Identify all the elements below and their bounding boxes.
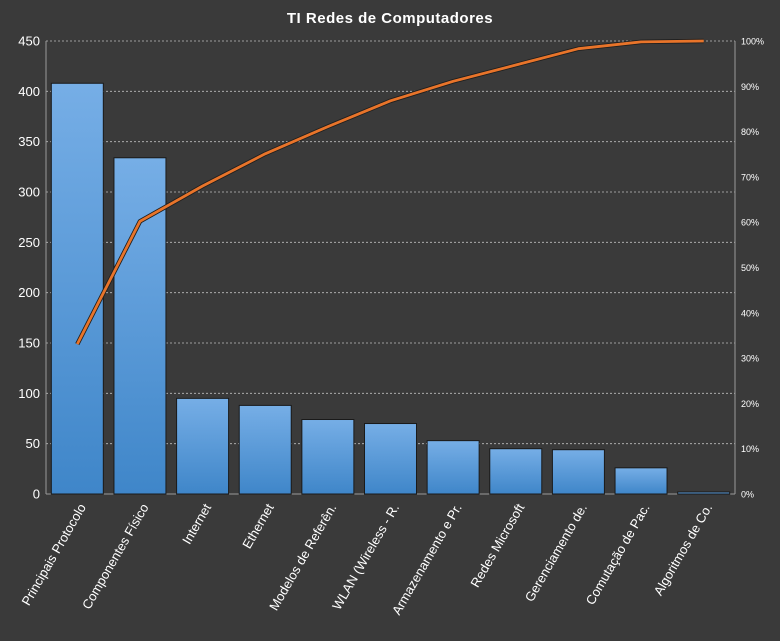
x-tick-label: Internet [179, 501, 214, 547]
x-tick-label: WLAN (Wireless - R. [329, 501, 402, 612]
y2-tick-label: 90% [741, 82, 759, 92]
x-tick-label: Redes Microsoft [467, 501, 527, 590]
y2-tick-label: 40% [741, 308, 759, 318]
bar [489, 448, 543, 495]
cumulative-line-layer [75, 38, 704, 346]
bar [364, 423, 417, 495]
y2-tick-label: 10% [741, 444, 759, 454]
y-tick-label: 50 [26, 436, 40, 451]
y2-tick-label: 0% [741, 490, 754, 500]
cumulative-line [76, 39, 704, 345]
x-tick-label: Componentes Físico [79, 501, 152, 612]
y2-tick-label: 70% [741, 172, 759, 182]
y-tick-label: 250 [18, 235, 40, 250]
y-tick-label: 450 [18, 34, 40, 49]
x-tick-label: Modelos de Referên. [266, 501, 339, 613]
bar [614, 467, 668, 495]
x-tick-label: Principais Protocolo [18, 501, 88, 608]
cumulative-line-shadow [75, 38, 704, 346]
x-tick-label: Armazenamento e Pr. [389, 501, 465, 617]
x-tick-label: Gerenciamento de. [522, 501, 590, 604]
y2-tick-label: 80% [741, 127, 759, 137]
bar [176, 397, 230, 495]
bar [113, 157, 167, 495]
bar [551, 449, 605, 495]
right-axis-ticks: 0% 10% 20% 30% 40% 50% 60% 70% 80% 90% 100% [741, 37, 764, 500]
y-tick-label: 400 [18, 84, 40, 99]
bar [238, 404, 292, 495]
grid-layer [45, 40, 736, 495]
bar-layer [50, 82, 731, 495]
y2-tick-label: 20% [741, 399, 759, 409]
y-tick-label: 150 [18, 336, 40, 351]
y-tick-label: 300 [18, 185, 40, 200]
y-tick-label: 200 [18, 285, 40, 300]
bar [677, 491, 731, 495]
y-tick-label: 0 [33, 487, 40, 502]
y2-tick-label: 30% [741, 354, 759, 364]
x-tick-label: Ethernet [239, 501, 277, 551]
left-axis-ticks: 0 50 100 150 200 250 300 350 400 450 [18, 34, 40, 502]
y2-tick-label: 60% [741, 218, 759, 228]
bar [426, 440, 480, 495]
y-tick-label: 350 [18, 134, 40, 149]
y-tick-label: 100 [18, 386, 40, 401]
bar [301, 419, 355, 495]
chart-title: TI Redes de Computadores [287, 10, 493, 27]
y2-tick-label: 100% [741, 37, 764, 47]
x-tick-label: Comutação de Pac. [583, 501, 653, 607]
x-tick-label: Algoritmos de Co. [651, 501, 716, 598]
y2-tick-label: 50% [741, 263, 759, 273]
bar [50, 82, 104, 495]
